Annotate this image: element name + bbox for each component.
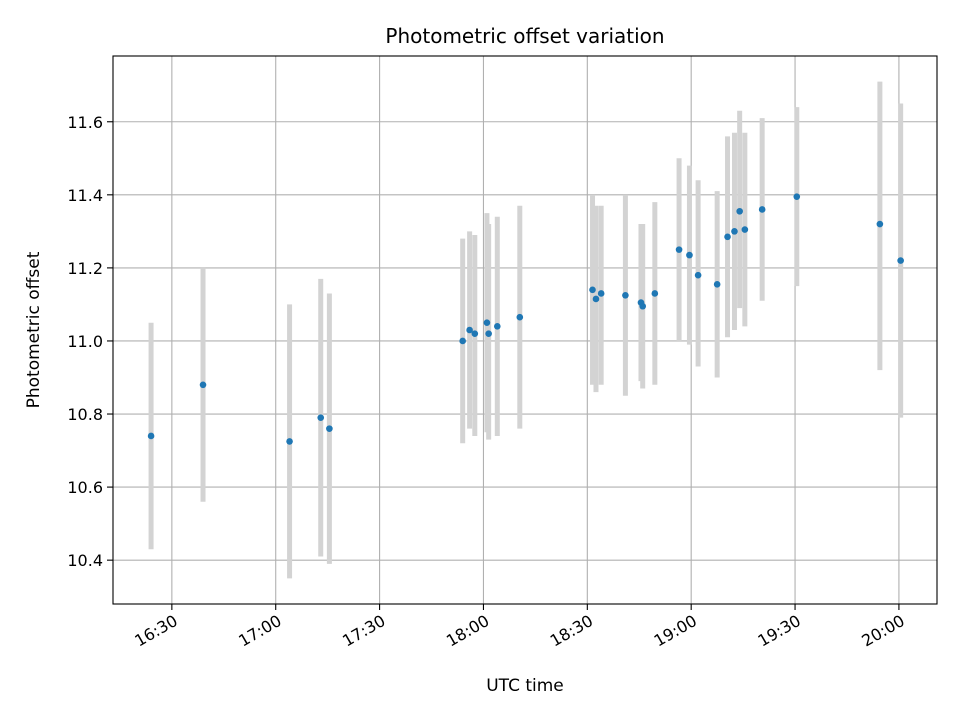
y-tick-label: 11.6	[67, 113, 103, 132]
data-point	[494, 323, 501, 330]
data-point	[876, 220, 884, 228]
y-tick-label: 11.4	[67, 186, 103, 205]
data-point	[694, 271, 702, 279]
data-point	[597, 290, 605, 297]
data-points	[147, 193, 904, 445]
data-point	[459, 337, 466, 345]
data-point	[758, 206, 766, 213]
data-point	[622, 291, 629, 299]
data-point	[675, 246, 683, 253]
data-point	[897, 257, 904, 264]
data-point	[483, 319, 491, 326]
y-tick-label: 11.2	[67, 259, 103, 278]
data-point	[485, 330, 492, 337]
data-point	[713, 281, 721, 288]
y-tick-label: 10.6	[67, 478, 103, 497]
data-point	[592, 295, 600, 303]
x-axis-label: UTC time	[486, 676, 564, 696]
data-point	[736, 207, 743, 215]
data-point	[741, 226, 749, 233]
data-point	[731, 228, 738, 235]
data-point	[466, 326, 473, 334]
y-tick-label: 10.8	[67, 405, 103, 424]
chart-title: Photometric offset variation	[385, 24, 664, 48]
data-point	[651, 290, 659, 297]
data-point	[199, 381, 207, 389]
y-axis-label: Photometric offset	[24, 251, 44, 408]
plot-area-frame	[112, 55, 938, 605]
data-point	[317, 414, 325, 421]
data-point	[793, 193, 801, 200]
data-point	[589, 286, 596, 294]
data-point	[471, 330, 479, 337]
data-point	[147, 432, 155, 440]
data-point	[639, 302, 647, 310]
data-point	[686, 251, 693, 259]
data-point	[724, 233, 731, 241]
y-tick-label: 10.4	[67, 551, 103, 570]
data-point	[286, 438, 293, 445]
data-point	[516, 313, 524, 321]
y-tick-label: 11.0	[67, 332, 103, 351]
data-point	[326, 425, 333, 432]
